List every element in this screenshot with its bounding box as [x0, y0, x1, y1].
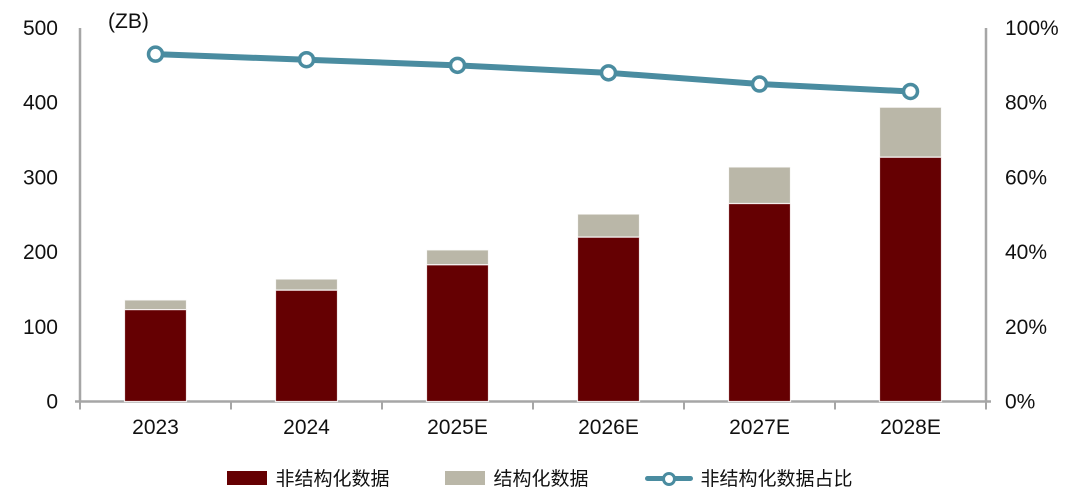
bar-segment-structured — [274, 278, 339, 291]
axis-unit-label: (ZB) — [108, 10, 149, 33]
legend-item-structured: 结构化数据 — [445, 464, 589, 491]
legend-label-structured: 结构化数据 — [493, 469, 589, 490]
bar-segment-unstructured — [727, 202, 792, 403]
x-axis-category-label: 2023 — [132, 416, 179, 439]
x-axis-category-label: 2025E — [427, 416, 488, 439]
ratio-line — [152, 51, 914, 95]
ratio-line-marker — [750, 75, 769, 93]
right-axis-tick-label: 80% — [1005, 92, 1047, 115]
left-axis-tick-label: 400 — [23, 92, 58, 115]
x-axis-category-label: 2027E — [729, 416, 790, 439]
bar-segment-unstructured — [123, 309, 188, 403]
ratio-line-marker — [448, 56, 467, 75]
right-axis-tick-label: 100% — [1005, 17, 1059, 40]
bar-segment-unstructured — [274, 289, 339, 403]
left-axis-tick-label: 500 — [23, 17, 58, 40]
ratio-line-marker — [901, 82, 920, 101]
bar-segment-structured — [425, 249, 490, 266]
unstructured-swatch-icon — [227, 470, 268, 485]
left-axis-tick-label: 100 — [23, 316, 58, 339]
legend-item-ratio-line: 非结构化数据占比 — [644, 464, 853, 491]
legend-label-unstructured: 非结构化数据 — [275, 469, 390, 490]
x-axis-category-label: 2024 — [283, 416, 330, 439]
ratio-line-swatch-icon — [644, 471, 693, 486]
legend-label-ratio-line: 非结构化数据占比 — [700, 469, 853, 490]
left-axis-tick-label: 300 — [23, 166, 58, 189]
left-axis-tick-label: 0 — [46, 391, 58, 414]
ratio-line-marker — [297, 50, 316, 69]
bar-segment-unstructured — [576, 236, 641, 403]
bar-segment-structured — [727, 166, 792, 205]
legend-item-unstructured: 非结构化数据 — [227, 464, 389, 491]
ratio-line-marker — [146, 45, 165, 63]
right-axis-tick-label: 40% — [1005, 241, 1047, 264]
bar-segment-structured — [576, 213, 641, 238]
legend: 非结构化数据 结构化数据 非结构化数据占比 — [0, 464, 1080, 491]
left-axis-tick-label: 200 — [23, 241, 58, 264]
right-axis-tick-label: 20% — [1005, 316, 1047, 339]
bar-segment-structured — [878, 106, 943, 158]
structured-swatch-icon — [445, 470, 486, 485]
right-axis-tick-label: 0% — [1005, 391, 1035, 414]
right-axis-tick-label: 60% — [1005, 166, 1047, 189]
bar-segment-structured — [123, 299, 188, 311]
ratio-line-marker — [599, 64, 618, 82]
bar-segment-unstructured — [425, 264, 490, 403]
x-axis-category-label: 2028E — [880, 416, 941, 439]
x-axis-category-label: 2026E — [578, 416, 639, 439]
bar-segment-unstructured — [878, 156, 943, 403]
